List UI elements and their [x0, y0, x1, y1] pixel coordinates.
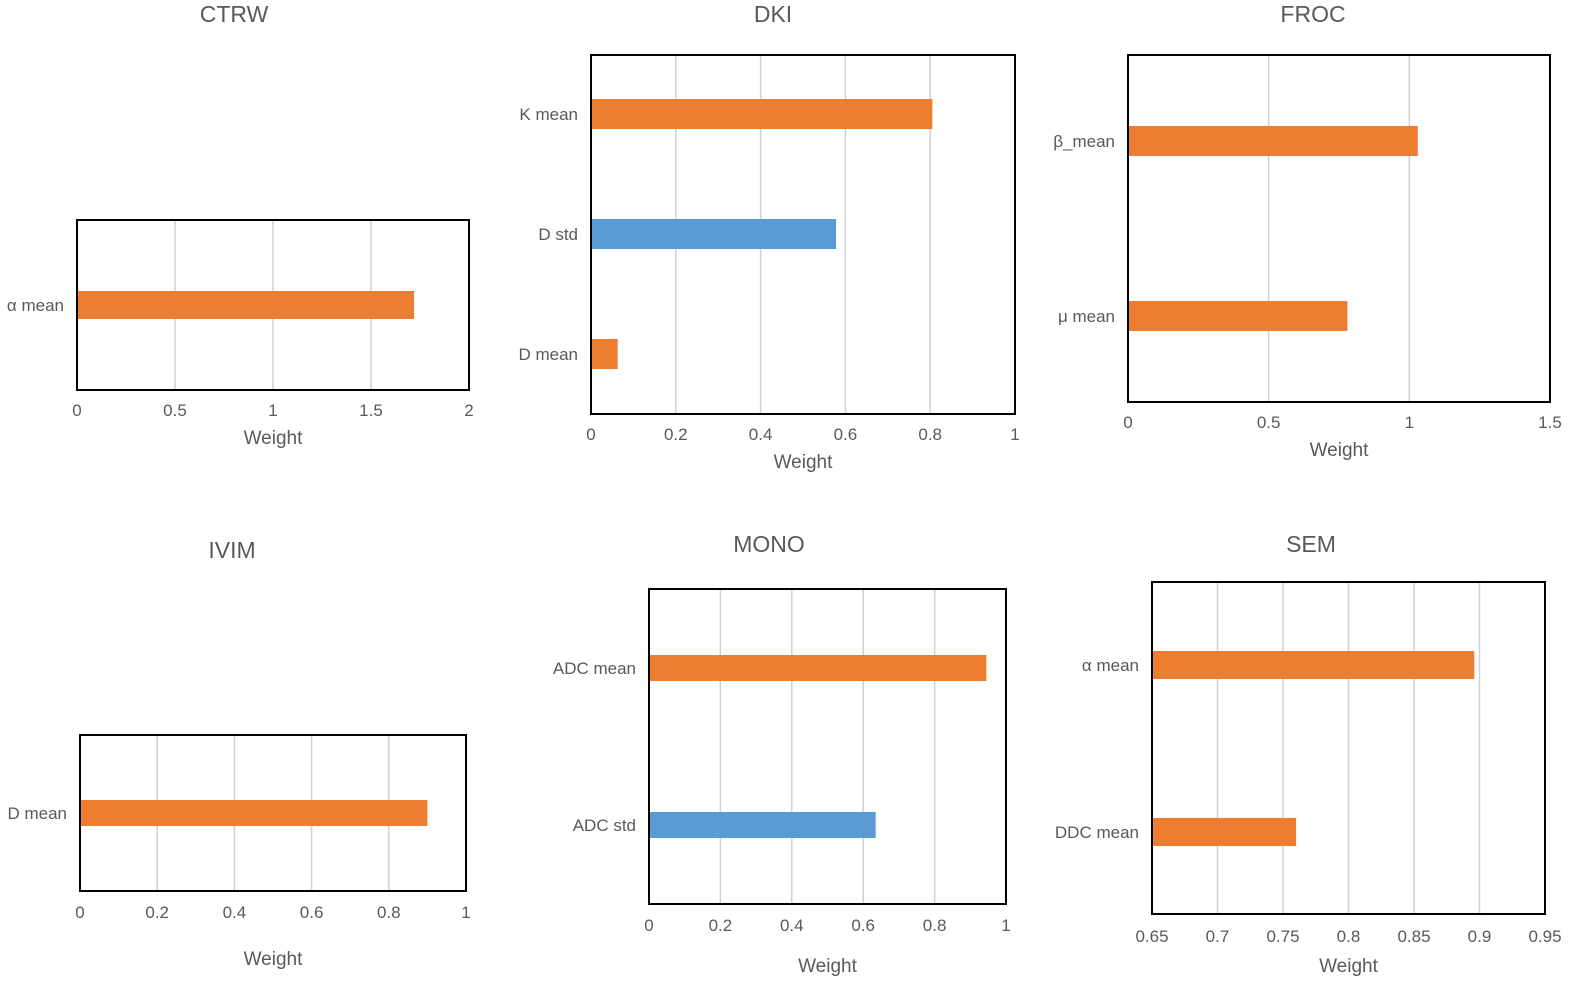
bar-mean [1152, 651, 1475, 679]
tick-label: 0.95 [1528, 927, 1561, 946]
tick-label: 0.6 [834, 425, 858, 444]
category-label: D mean [518, 345, 578, 364]
tick-label: 0.5 [163, 401, 187, 420]
tick-label: 0.65 [1135, 927, 1168, 946]
bar-mean [77, 291, 415, 319]
tick-label: 0.2 [709, 916, 733, 935]
category-label: α mean [1082, 656, 1139, 675]
tick-label: 2 [464, 401, 473, 420]
tick-label: 0 [72, 401, 81, 420]
tick-label: 0 [586, 425, 595, 444]
tick-label: 0.85 [1397, 927, 1430, 946]
chart-title: CTRW [200, 1, 269, 27]
x-axis-title: Weight [1310, 440, 1370, 461]
category-label: μ mean [1058, 307, 1115, 326]
tick-label: 1 [268, 401, 277, 420]
tick-label: 0.6 [851, 916, 875, 935]
tick-label: 0.4 [749, 425, 773, 444]
tick-label: 0.2 [145, 903, 169, 922]
tick-label: 0.8 [918, 425, 942, 444]
plot-frame [1151, 581, 1546, 915]
chart-froc: FROC β_mean μ mean 0 0.5 1 1.5 Weight [1053, 1, 1562, 461]
plot-frame [590, 54, 1016, 415]
chart-title: DKI [754, 1, 792, 27]
chart-mono: MONO ADC mean ADC std 0 0.2 0.4 0.6 0.8 1 Weight [553, 531, 1011, 977]
tick-label: 1 [1405, 413, 1414, 432]
chart-title: IVIM [208, 537, 255, 563]
tick-label: 0.4 [780, 916, 804, 935]
tick-label: 0 [1123, 413, 1132, 432]
tick-label: 0.6 [300, 903, 324, 922]
category-label: ADC mean [553, 659, 636, 678]
category-label: K mean [519, 105, 578, 124]
category-label: D std [538, 225, 578, 244]
chart-ivim: IVIM D mean 0 0.2 0.4 0.6 0.8 1 Weight [7, 537, 470, 970]
tick-label: 1 [1001, 916, 1010, 935]
tick-label: 0.9 [1468, 927, 1492, 946]
plot-frame [79, 734, 467, 892]
chart-dki: DKI K mean D std D mean 0 0.2 0.4 0.6 0.8 1 Weight [518, 1, 1019, 473]
tick-label: 0.8 [923, 916, 947, 935]
category-label: ADC std [573, 816, 636, 835]
x-axis-title: Weight [798, 956, 858, 977]
bar-d-std [591, 219, 837, 249]
x-axis-title: Weight [244, 428, 304, 449]
tick-label: 0.75 [1266, 927, 1299, 946]
tick-label: 0.7 [1206, 927, 1230, 946]
bar-k-mean [591, 99, 933, 129]
chart-ctrw: CTRW α mean 0 0.5 1 1.5 2 Weight [7, 1, 474, 449]
chart-title: MONO [733, 531, 805, 557]
chart-title: FROC [1280, 1, 1345, 27]
bar-d-mean [591, 339, 618, 369]
bar-d-mean [80, 800, 428, 826]
category-label: β_mean [1053, 132, 1115, 151]
tick-label: 0 [644, 916, 653, 935]
tick-label: 1.5 [359, 401, 383, 420]
plot-frame [76, 219, 470, 391]
category-label: α mean [7, 296, 64, 315]
x-axis-title: Weight [774, 452, 834, 473]
plot-frame [1127, 54, 1551, 403]
x-axis-title: Weight [244, 949, 304, 970]
tick-label: 0.4 [223, 903, 247, 922]
bar-mean [1128, 126, 1418, 156]
tick-label: 1.5 [1538, 413, 1562, 432]
tick-label: 1 [461, 903, 470, 922]
x-axis-title: Weight [1319, 956, 1379, 977]
bar-ddc-mean [1152, 818, 1297, 846]
category-label: DDC mean [1055, 823, 1139, 842]
chart-sem: SEM α mean DDC mean 0.65 0.7 0.75 0.8 0.85 0.9 0.… [1055, 531, 1562, 977]
bar-adc-mean [649, 655, 987, 681]
bar-mean [1128, 301, 1348, 331]
category-label: D mean [7, 804, 67, 823]
chart-title: SEM [1286, 531, 1336, 557]
tick-label: 1 [1010, 425, 1019, 444]
tick-label: 0.5 [1257, 413, 1281, 432]
tick-label: 0.8 [377, 903, 401, 922]
plot-frame [648, 588, 1007, 905]
tick-label: 0 [75, 903, 84, 922]
bar-adc-std [649, 812, 876, 838]
tick-label: 0.8 [1337, 927, 1361, 946]
tick-label: 0.2 [664, 425, 688, 444]
